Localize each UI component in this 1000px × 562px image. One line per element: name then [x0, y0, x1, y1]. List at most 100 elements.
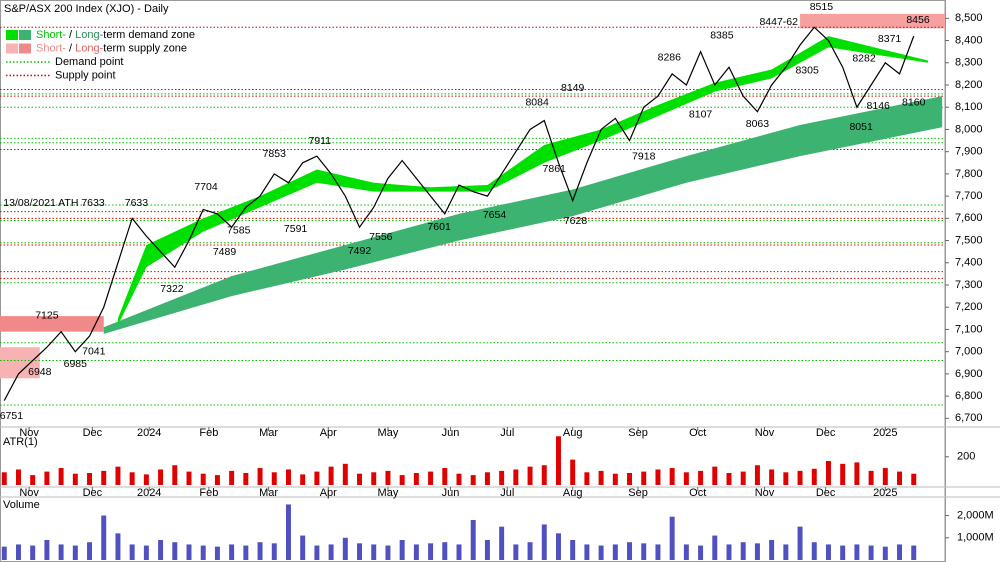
atr-bar [214, 475, 220, 485]
atr-bar [413, 473, 419, 485]
y-tick-label: 8,200 [955, 79, 983, 91]
atr-bar [314, 471, 320, 485]
y-tick-label: 7,300 [955, 279, 983, 291]
x-tick-label: Jun [442, 427, 460, 439]
atr-bar [399, 475, 405, 485]
atr-bar [683, 472, 689, 485]
volume-bar [598, 545, 604, 560]
price-annotation: 6948 [28, 366, 52, 378]
atr-bar [897, 471, 903, 485]
volume-bar [285, 504, 291, 560]
volume-bar [271, 543, 277, 560]
atr-bar [257, 468, 263, 485]
volume-bar [229, 544, 235, 560]
y-tick-label: 7,700 [955, 190, 983, 202]
volume-bar [385, 545, 391, 560]
volume-bar [570, 540, 576, 560]
volume-bar [740, 542, 746, 560]
atr-bar [30, 475, 36, 485]
price-annotation: 7489 [213, 246, 237, 258]
legend-label: Short- / Long-term demand zone [36, 29, 195, 41]
atr-bar [342, 463, 348, 485]
volume-bar [840, 545, 846, 560]
price-annotation: 7601 [427, 221, 451, 233]
y-tick-label: 8,100 [955, 101, 983, 113]
x-tick-label: Sep [628, 487, 648, 499]
legend-swatch [19, 30, 31, 40]
y-tick-label: 7,100 [955, 323, 983, 335]
x-tick-label: 2024 [137, 487, 161, 499]
atr-bar [87, 473, 93, 485]
price-annotation: 7861 [543, 163, 567, 175]
volume-bar [342, 537, 348, 560]
x-tick-label: Nov [19, 487, 39, 499]
y-tick-label: 7,000 [955, 346, 983, 358]
atr-bar [143, 474, 149, 485]
x-tick-label: Nov [755, 487, 775, 499]
price-line [3, 26, 915, 401]
atr-bar [186, 471, 192, 485]
y-tick-label: 8,300 [955, 57, 983, 69]
atr-bar [868, 470, 874, 485]
legend-text: / [66, 42, 75, 54]
atr-bar [58, 468, 64, 485]
volume-bar [897, 544, 903, 560]
y-tick-label: 8,000 [955, 123, 983, 135]
price-annotation: 8371 [878, 33, 902, 45]
atr-bar [470, 475, 476, 485]
chart-title: S&P/ASX 200 Index (XJO) - Daily [4, 3, 169, 15]
volume-bar [811, 542, 817, 560]
atr-bar [456, 473, 462, 485]
atr-bar [840, 463, 846, 485]
atr-bar [357, 473, 363, 485]
x-tick-label: Sep [628, 427, 648, 439]
price-annotation: 7654 [483, 209, 507, 221]
y-tick-label: 7,200 [955, 301, 983, 313]
price-annotation: 7492 [348, 245, 372, 257]
price-annotation: 8146 [867, 100, 891, 112]
y-tick-label: 6,800 [955, 390, 983, 402]
atr-bar [627, 473, 633, 485]
y-tick-label: 6,900 [955, 368, 983, 380]
volume-bar [769, 540, 775, 560]
atr-bar [698, 470, 704, 485]
volume-bar [158, 540, 164, 560]
legend-swatch [6, 30, 18, 40]
atr-bar [200, 473, 206, 485]
x-tick-label: 2025 [873, 487, 897, 499]
y-tick-label: 8,500 [955, 12, 983, 24]
atr-bar [811, 468, 817, 485]
volume-bar [314, 545, 320, 560]
atr-bar [513, 469, 519, 485]
volume-bar [698, 545, 704, 560]
atr-bar [754, 465, 760, 485]
legend-text: Short- [36, 42, 66, 54]
volume-bar [214, 546, 220, 560]
volume-bar [726, 544, 732, 560]
atr-bar [555, 436, 561, 485]
atr-bar [527, 466, 533, 485]
price-annotation: 7591 [284, 223, 308, 235]
volume-bar [143, 545, 149, 560]
supply-zone [0, 316, 104, 332]
x-tick-label: Apr [320, 427, 337, 439]
y-tick-label: 7,500 [955, 234, 983, 246]
price-annotation: 7633 [125, 197, 149, 209]
volume-bar [129, 544, 135, 560]
legend-text: Supply point [55, 69, 116, 81]
volume-bar [712, 535, 718, 560]
price-annotation: 8515 [810, 1, 834, 13]
legend-text: / [66, 29, 75, 41]
atr-bar [1, 472, 7, 485]
volume-bar [541, 524, 547, 560]
volume-bar [44, 540, 50, 560]
atr-bar [669, 468, 675, 485]
price-annotation: 8282 [852, 53, 876, 65]
volume-bar [754, 543, 760, 560]
price-annotation: 7911 [308, 135, 331, 147]
atr-bar [882, 468, 888, 485]
supply-zone [800, 13, 945, 29]
atr-bar [172, 465, 178, 485]
legend-swatch [19, 43, 31, 54]
